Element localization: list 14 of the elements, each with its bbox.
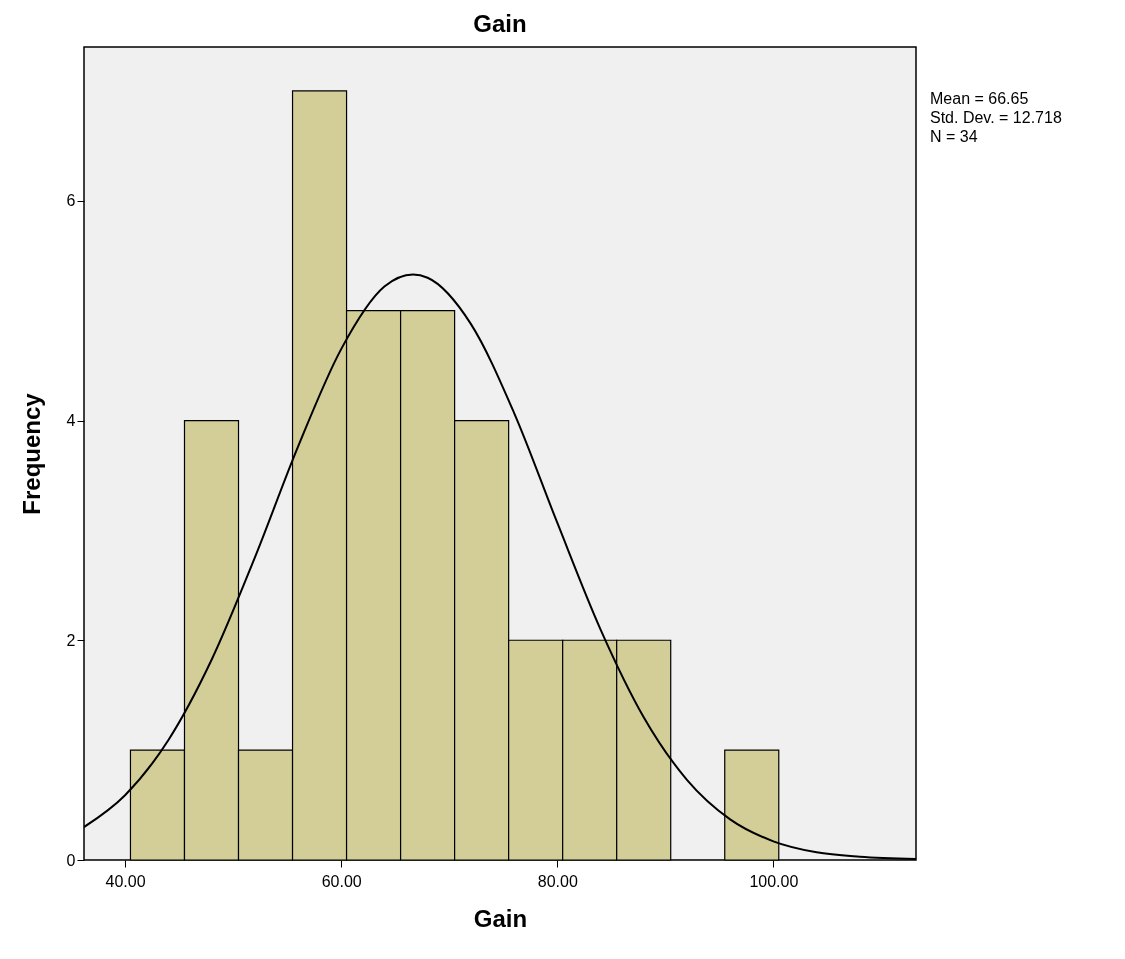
chart-title: Gain	[473, 10, 527, 37]
y-tick-label: 6	[66, 192, 76, 210]
x-axis-title: Gain	[473, 904, 528, 932]
text: Mean = 66.65	[930, 90, 1029, 107]
y-tick-label: 0	[66, 851, 76, 869]
y-axis-title: Frequency	[17, 392, 45, 515]
x-tick-label: 100.00	[749, 872, 799, 890]
x-tick-label: 40.00	[105, 872, 146, 890]
x-tick-label: 60.00	[321, 872, 362, 890]
x-tick-label: 80.00	[537, 872, 578, 890]
y-tick-label: 4	[66, 412, 76, 430]
y-tick-label: 2	[66, 631, 76, 649]
text: Std. Dev. = 12.718	[930, 109, 1062, 126]
text: N = 34	[930, 128, 978, 145]
